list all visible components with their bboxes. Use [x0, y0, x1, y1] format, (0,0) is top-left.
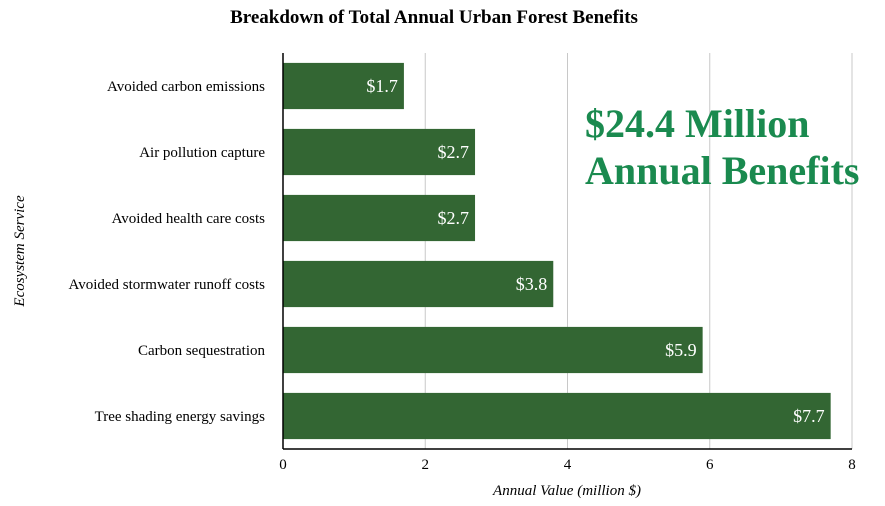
x-tick-label-6: 6 — [706, 457, 714, 473]
bar — [283, 392, 831, 440]
axes — [282, 53, 852, 450]
callout-line-2: Annual Benefits — [585, 148, 860, 193]
category-label: Avoided carbon emissions — [107, 79, 265, 95]
total-benefits-callout: $24.4 Million Annual Benefits — [585, 101, 860, 193]
category-label: Air pollution capture — [139, 145, 265, 161]
x-tick-label-4: 4 — [564, 457, 572, 473]
callout-line-1: $24.4 Million — [585, 101, 809, 146]
data-label: $2.7 — [438, 142, 470, 162]
data-label: $1.7 — [366, 76, 398, 96]
x-tick-label-8: 8 — [848, 457, 856, 473]
data-label: $2.7 — [438, 208, 470, 228]
bar — [283, 62, 404, 110]
data-label: $7.7 — [793, 406, 825, 426]
category-label: Tree shading energy savings — [95, 409, 266, 425]
x-tick-label-0: 0 — [279, 457, 287, 473]
bar — [283, 128, 476, 176]
category-label: Carbon sequestration — [138, 343, 266, 359]
x-tick-labels: 0 2 4 6 8 — [279, 457, 856, 473]
bar — [283, 326, 703, 374]
bar — [283, 260, 554, 308]
y-axis-title: Ecosystem Service — [12, 195, 28, 308]
x-axis-title: Annual Value (million $) — [492, 483, 641, 499]
category-label: Avoided health care costs — [112, 211, 266, 227]
data-label: $3.8 — [516, 274, 548, 294]
category-labels: Avoided carbon emissions Air pollution ca… — [69, 79, 266, 425]
gridlines — [424, 53, 853, 449]
bars: $1.7 $2.7 $2.7 $3.8 $5.9 $7.7 — [283, 62, 831, 440]
x-tick-label-2: 2 — [422, 457, 430, 473]
category-label: Avoided stormwater runoff costs — [69, 277, 266, 293]
bar — [283, 194, 476, 242]
data-label: $5.9 — [665, 340, 697, 360]
chart-title: Breakdown of Total Annual Urban Forest B… — [230, 7, 638, 28]
